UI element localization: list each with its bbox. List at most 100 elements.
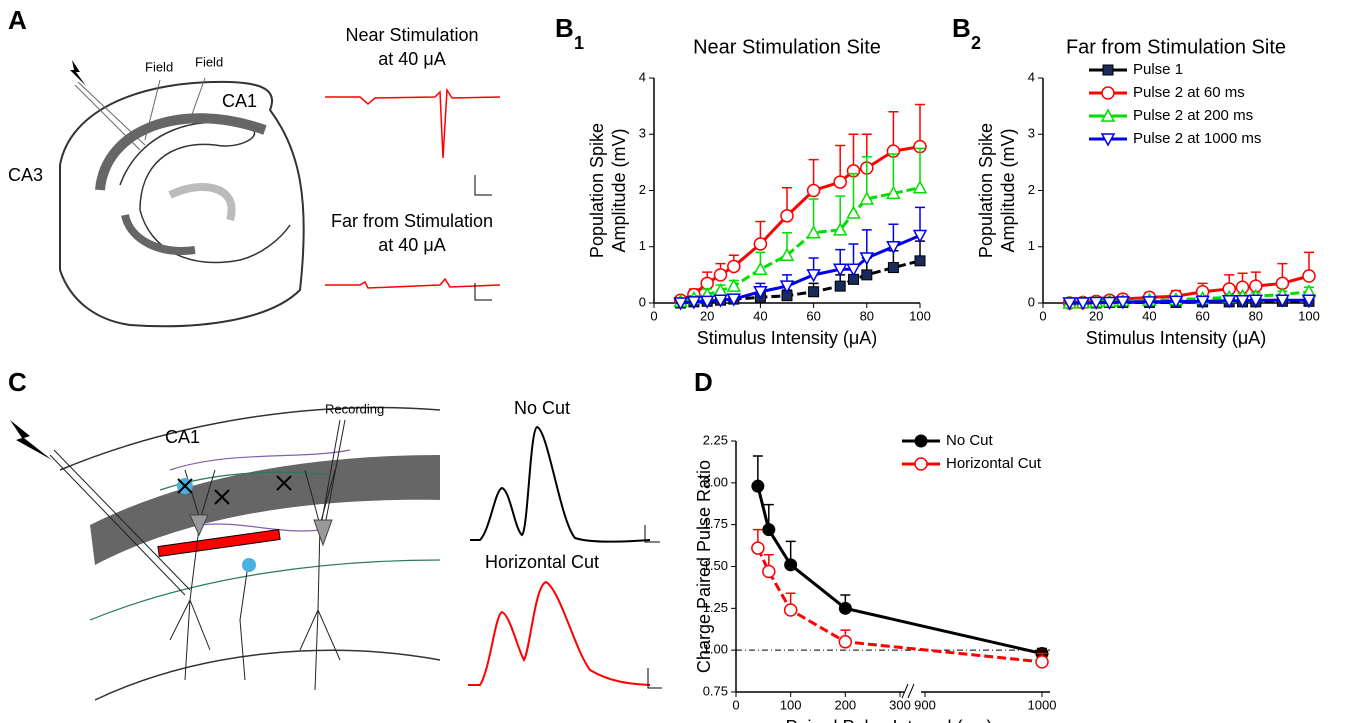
x-tick-label: 100 bbox=[909, 308, 931, 323]
marker bbox=[753, 261, 768, 275]
legend-marker bbox=[1102, 64, 1114, 76]
x-tick-label: 20 bbox=[1089, 308, 1103, 323]
marker bbox=[859, 252, 875, 266]
marker bbox=[861, 269, 873, 281]
pyramidal-layer bbox=[90, 455, 440, 565]
marker bbox=[762, 523, 776, 537]
marker bbox=[1142, 296, 1157, 310]
marker bbox=[727, 259, 741, 274]
label: CA1 bbox=[165, 427, 200, 447]
chart-title: Near Stimulation Site bbox=[693, 36, 881, 58]
slice-edge bbox=[59, 406, 441, 471]
x-tick-label: 80 bbox=[1249, 308, 1263, 323]
x-tick-label: 100 bbox=[1298, 308, 1320, 323]
neurons bbox=[49, 419, 346, 691]
cut-marks bbox=[177, 475, 292, 505]
x-tick-label: 1000 bbox=[1028, 697, 1057, 712]
chart-title: Far from Stimulation Site bbox=[1066, 36, 1286, 58]
legend-marker bbox=[914, 434, 928, 448]
marker bbox=[1062, 297, 1077, 311]
axon bbox=[169, 449, 351, 471]
legend-marker bbox=[1100, 108, 1116, 122]
x-tick-label: 60 bbox=[1195, 308, 1209, 323]
legend-label: Pulse 1 bbox=[1133, 61, 1183, 78]
y-tick-label: 1.50 bbox=[703, 558, 728, 573]
panel-letter: B bbox=[952, 13, 971, 43]
legend-marker bbox=[1101, 86, 1115, 100]
cut-bar bbox=[157, 528, 281, 558]
stim-bolt bbox=[70, 60, 86, 86]
x-tick-label: 300 bbox=[889, 697, 911, 712]
y-tick-label: 0.75 bbox=[703, 683, 728, 698]
marker bbox=[753, 286, 768, 300]
marker bbox=[779, 247, 795, 261]
x-tick-label: 100 bbox=[780, 697, 802, 712]
y-axis-label: Population Spike bbox=[587, 123, 607, 258]
label: Recording bbox=[325, 401, 384, 416]
scale-bar bbox=[644, 525, 660, 543]
panel-sub: 2 bbox=[971, 33, 981, 53]
marker bbox=[832, 222, 848, 236]
marker bbox=[886, 241, 901, 255]
marker bbox=[1035, 655, 1049, 669]
panel-letter: D bbox=[694, 367, 713, 397]
marker bbox=[838, 601, 852, 615]
y-tick-label: 1 bbox=[1028, 238, 1035, 253]
y-tick-label: 3 bbox=[639, 126, 646, 141]
marker bbox=[859, 191, 875, 205]
marker bbox=[1302, 269, 1316, 283]
stim-bolt bbox=[10, 420, 52, 460]
y-axis-label: Charge Paired Pulse Ratio bbox=[694, 460, 714, 673]
y-tick-label: 2.00 bbox=[703, 474, 728, 489]
marker bbox=[834, 280, 846, 292]
marker bbox=[779, 280, 795, 294]
marker bbox=[1221, 295, 1237, 309]
y-tick-label: 1.75 bbox=[703, 516, 728, 531]
panel-letter: A bbox=[8, 5, 27, 35]
x-tick-label: 40 bbox=[1142, 308, 1156, 323]
neuron-soma bbox=[313, 519, 333, 547]
marker bbox=[912, 229, 928, 244]
slice-edge bbox=[94, 649, 441, 701]
marker bbox=[1195, 295, 1210, 309]
marker bbox=[912, 180, 928, 194]
x-tick-label: 0 bbox=[1039, 308, 1046, 323]
y-axis-label: Amplitude (mV) bbox=[609, 128, 629, 252]
trace bbox=[468, 580, 651, 686]
marker bbox=[806, 269, 821, 283]
legend-marker bbox=[1100, 133, 1116, 147]
marker bbox=[762, 564, 776, 579]
legend-label: Pulse 2 at 200 ms bbox=[1133, 107, 1253, 124]
y-tick-label: 3 bbox=[1028, 126, 1035, 141]
marker bbox=[846, 205, 861, 219]
interneuron bbox=[242, 558, 256, 572]
marker bbox=[1275, 294, 1290, 308]
marker bbox=[887, 262, 899, 274]
marker bbox=[1102, 296, 1117, 311]
ca-layer bbox=[95, 113, 267, 191]
marker bbox=[1248, 294, 1264, 308]
axon bbox=[199, 523, 321, 532]
label: Far from Stimulation bbox=[331, 211, 493, 231]
y-tick-label: 2.25 bbox=[703, 432, 728, 447]
x-axis-label: Paired Pulse Interval (ms) bbox=[785, 717, 992, 723]
marker bbox=[726, 278, 742, 292]
label: at 40 μA bbox=[378, 235, 445, 255]
x-tick-label: 80 bbox=[860, 308, 874, 323]
legend-label: No Cut bbox=[946, 432, 994, 449]
neuron-soma bbox=[189, 514, 209, 537]
marker bbox=[699, 295, 715, 309]
dg-layer-light bbox=[168, 183, 236, 222]
marker bbox=[1235, 295, 1250, 309]
label: No Cut bbox=[514, 398, 570, 418]
marker bbox=[751, 541, 765, 555]
marker bbox=[713, 294, 728, 308]
axon bbox=[89, 559, 441, 621]
trace bbox=[470, 425, 651, 543]
scale-bar bbox=[474, 175, 492, 196]
marker bbox=[846, 263, 861, 277]
marker bbox=[806, 225, 821, 239]
y-tick-label: 0 bbox=[639, 294, 646, 309]
marker bbox=[784, 558, 798, 572]
label: CA1 bbox=[222, 91, 257, 111]
